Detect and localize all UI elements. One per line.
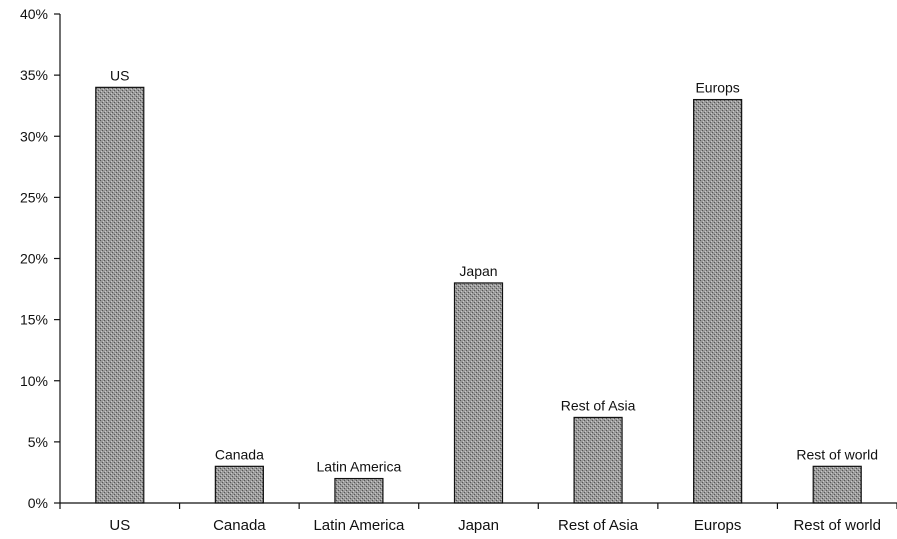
- x-tick-label: Rest of Asia: [558, 517, 639, 534]
- y-tick-label: 20%: [20, 251, 48, 267]
- data-label: Japan: [459, 263, 497, 279]
- y-axis: 0% 5% 10% 15% 20% 25% 30% 35% 40%: [20, 6, 61, 511]
- y-tick-label: 25%: [20, 189, 48, 205]
- data-label: Europs: [695, 80, 739, 96]
- x-axis: US Canada Latin America Japan Rest of Asia Eu…: [59, 502, 897, 534]
- data-label: US: [110, 67, 129, 83]
- bar-us: [95, 86, 145, 504]
- data-label: Canada: [215, 446, 264, 462]
- bar-rest-of-world: [812, 465, 862, 504]
- bar-canada: [214, 465, 264, 504]
- x-tick-label: Latin America: [313, 517, 405, 534]
- y-tick-label: 35%: [20, 67, 48, 83]
- data-label: Latin America: [317, 459, 402, 475]
- x-tick-label: US: [109, 517, 130, 534]
- y-tick-label: 5%: [28, 434, 48, 450]
- y-tick-label: 0%: [28, 495, 48, 511]
- data-label: Rest of world: [796, 446, 878, 462]
- bars: [95, 86, 862, 504]
- data-labels: US Canada Latin America Japan Rest of Asia Eu…: [110, 67, 878, 474]
- y-tick-label: 30%: [20, 128, 48, 144]
- y-tick-label: 10%: [20, 373, 48, 389]
- x-tick-label: Canada: [213, 517, 266, 534]
- bar-latin-america: [334, 477, 384, 504]
- bar-japan: [453, 282, 504, 504]
- bar-europs: [693, 98, 743, 504]
- y-tick-label: 40%: [20, 6, 48, 22]
- x-tick-label: Japan: [458, 517, 499, 534]
- x-tick-label: Rest of world: [793, 517, 881, 534]
- bar-rest-of-asia: [573, 416, 623, 504]
- y-tick-label: 15%: [20, 312, 48, 328]
- data-label: Rest of Asia: [561, 397, 636, 413]
- x-tick-label: Europs: [694, 517, 742, 534]
